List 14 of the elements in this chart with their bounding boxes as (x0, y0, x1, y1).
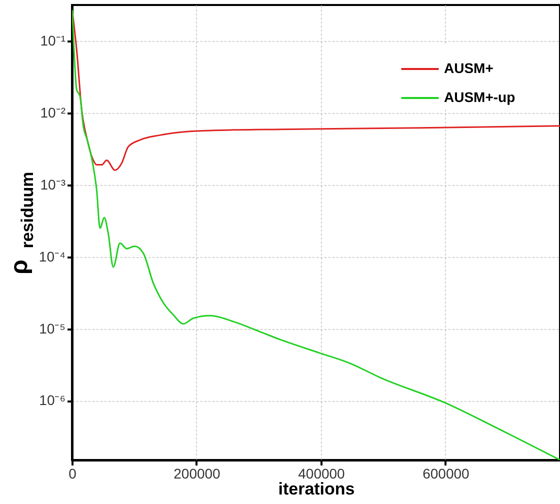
x-tick-label: 0 (68, 466, 77, 482)
y-tick-label: 10⁻³ (40, 176, 66, 192)
y-tick-label: 10⁻⁵ (39, 320, 66, 336)
legend-label: AUSM+-up (444, 89, 516, 105)
y-tick-label: 10⁻⁴ (38, 248, 66, 264)
y-axis-title: ρresiduum (6, 172, 37, 274)
legend-label: AUSM+ (444, 60, 494, 76)
x-axis-title: iterations (278, 480, 355, 498)
x-tick-label: 600000 (422, 466, 470, 482)
y-tick-label: 10⁻² (40, 104, 66, 120)
y-tick-label: 10⁻¹ (40, 32, 66, 48)
x-tick-label: 400000 (298, 466, 346, 482)
y-tick-label: 10⁻⁶ (39, 392, 66, 408)
x-tick-label: 200000 (174, 466, 221, 482)
